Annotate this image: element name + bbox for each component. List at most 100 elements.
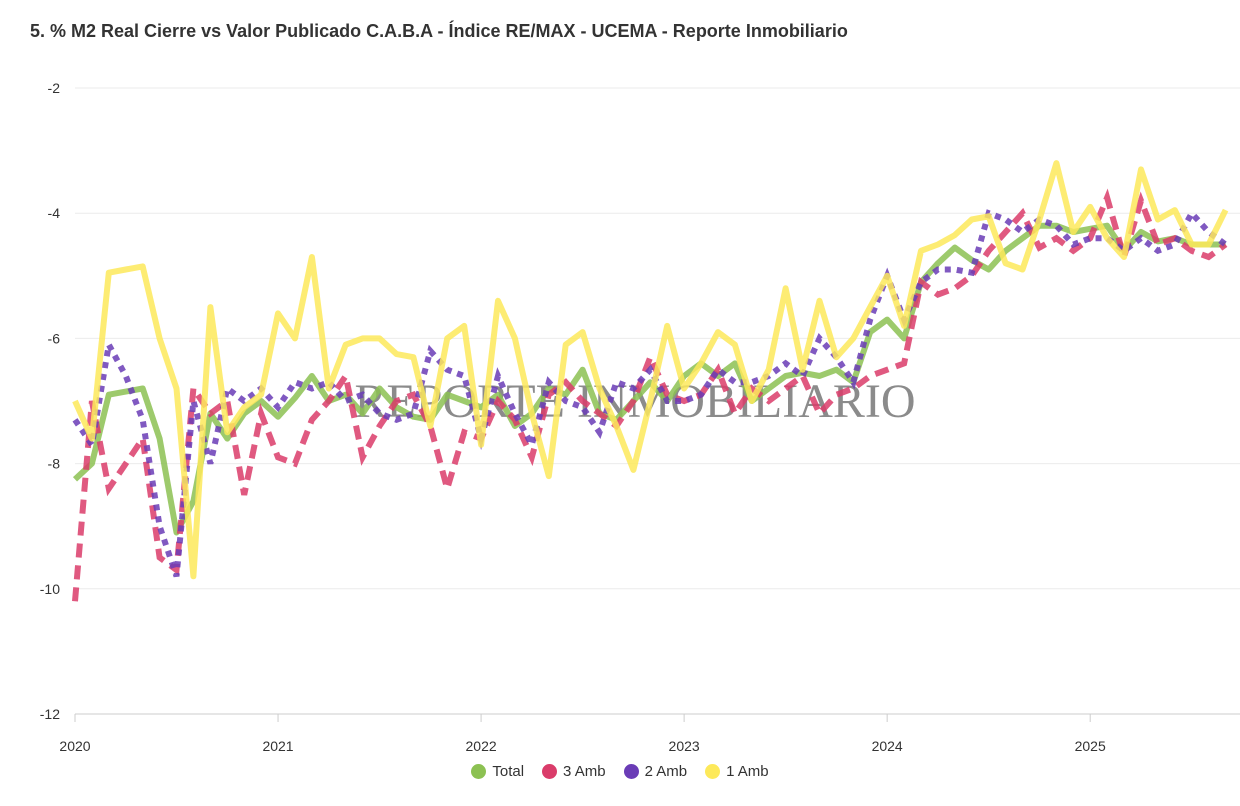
data-point[interactable] [647, 354, 653, 360]
data-point[interactable] [72, 598, 78, 604]
legend-item[interactable]: 3 Amb [542, 763, 606, 780]
data-point[interactable] [1020, 229, 1026, 235]
data-point[interactable] [664, 398, 670, 404]
data-point[interactable] [1138, 229, 1144, 235]
data-point[interactable] [377, 411, 383, 417]
data-point[interactable] [918, 279, 924, 285]
data-point[interactable] [986, 248, 992, 254]
data-point[interactable] [546, 473, 552, 479]
data-point[interactable] [140, 385, 146, 391]
data-point[interactable] [512, 335, 518, 341]
data-point[interactable] [1087, 235, 1093, 241]
data-point[interactable] [224, 436, 230, 442]
data-point[interactable] [952, 245, 958, 251]
data-point[interactable] [1189, 210, 1195, 216]
data-point[interactable] [749, 398, 755, 404]
data-point[interactable] [732, 379, 738, 385]
data-point[interactable] [512, 411, 518, 417]
data-point[interactable] [884, 273, 890, 279]
data-point[interactable] [580, 404, 586, 410]
data-point[interactable] [360, 454, 366, 460]
legend-item[interactable]: 2 Amb [623, 763, 687, 780]
data-point[interactable] [157, 436, 163, 442]
data-point[interactable] [681, 385, 687, 391]
data-point[interactable] [1003, 260, 1009, 266]
data-point[interactable] [1003, 216, 1009, 222]
legend-item[interactable]: 1 Amb [705, 763, 769, 780]
data-point[interactable] [444, 486, 450, 492]
data-point[interactable] [1070, 248, 1076, 254]
data-point[interactable] [140, 263, 146, 269]
data-point[interactable] [901, 323, 907, 329]
data-point[interactable] [292, 379, 298, 385]
data-point[interactable] [884, 367, 890, 373]
data-point[interactable] [427, 348, 433, 354]
data-point[interactable] [630, 398, 636, 404]
data-point[interactable] [174, 385, 180, 391]
data-point[interactable] [1172, 242, 1178, 248]
data-point[interactable] [1104, 223, 1110, 229]
data-point[interactable] [816, 411, 822, 417]
data-point[interactable] [630, 467, 636, 473]
data-point[interactable] [157, 523, 163, 529]
data-point[interactable] [190, 573, 196, 579]
data-point[interactable] [986, 213, 992, 219]
data-point[interactable] [106, 486, 112, 492]
data-point[interactable] [715, 329, 721, 335]
data-point[interactable] [597, 385, 603, 391]
data-point[interactable] [309, 373, 315, 379]
data-point[interactable] [969, 216, 975, 222]
legend-item[interactable]: Total [471, 763, 524, 780]
data-point[interactable] [698, 392, 704, 398]
data-point[interactable] [715, 367, 721, 373]
data-point[interactable] [1206, 254, 1212, 260]
data-point[interactable] [258, 411, 264, 417]
data-point[interactable] [1003, 229, 1009, 235]
data-point[interactable] [360, 411, 366, 417]
data-point[interactable] [292, 461, 298, 467]
data-point[interactable] [1053, 235, 1059, 241]
data-point[interactable] [106, 392, 112, 398]
data-point[interactable] [969, 270, 975, 276]
data-point[interactable] [461, 398, 467, 404]
data-point[interactable] [1020, 210, 1026, 216]
data-point[interactable] [1155, 242, 1161, 248]
data-point[interactable] [833, 367, 839, 373]
data-point[interactable] [816, 335, 822, 341]
data-point[interactable] [174, 573, 180, 579]
data-point[interactable] [1223, 207, 1229, 213]
data-point[interactable] [309, 254, 315, 260]
data-point[interactable] [613, 379, 619, 385]
data-point[interactable] [224, 385, 230, 391]
data-point[interactable] [1087, 204, 1093, 210]
data-point[interactable] [986, 267, 992, 273]
data-point[interactable] [1189, 242, 1195, 248]
data-point[interactable] [343, 342, 349, 348]
data-point[interactable] [495, 398, 501, 404]
data-point[interactable] [89, 436, 95, 442]
data-point[interactable] [833, 392, 839, 398]
data-point[interactable] [106, 342, 112, 348]
data-point[interactable] [783, 373, 789, 379]
data-point[interactable] [1036, 216, 1042, 222]
data-point[interactable] [174, 567, 180, 573]
data-point[interactable] [309, 417, 315, 423]
data-point[interactable] [1189, 248, 1195, 254]
data-point[interactable] [1053, 223, 1059, 229]
data-point[interactable] [326, 398, 332, 404]
data-point[interactable] [563, 398, 569, 404]
data-point[interactable] [766, 398, 772, 404]
data-point[interactable] [597, 429, 603, 435]
data-point[interactable] [783, 360, 789, 366]
data-point[interactable] [1070, 242, 1076, 248]
data-point[interactable] [207, 304, 213, 310]
data-point[interactable] [89, 461, 95, 467]
data-point[interactable] [597, 411, 603, 417]
data-point[interactable] [292, 335, 298, 341]
data-point[interactable] [444, 392, 450, 398]
data-point[interactable] [275, 454, 281, 460]
data-point[interactable] [461, 429, 467, 435]
data-point[interactable] [275, 404, 281, 410]
data-point[interactable] [1155, 216, 1161, 222]
data-point[interactable] [681, 398, 687, 404]
